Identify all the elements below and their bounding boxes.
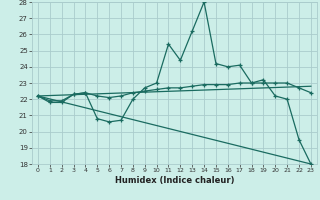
X-axis label: Humidex (Indice chaleur): Humidex (Indice chaleur): [115, 176, 234, 185]
